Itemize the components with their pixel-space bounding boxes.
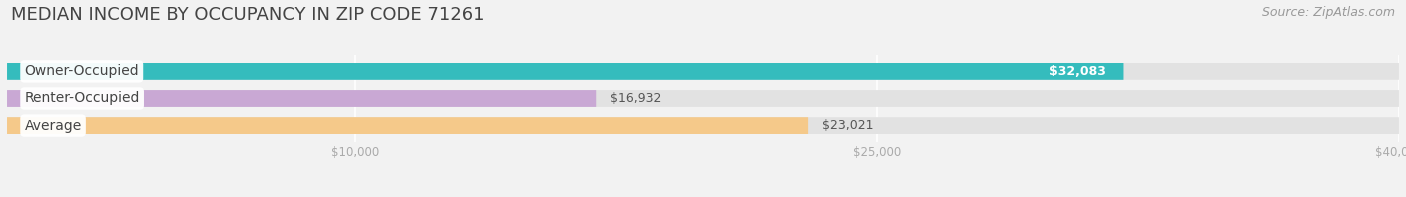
Text: Owner-Occupied: Owner-Occupied [24, 64, 139, 78]
Text: MEDIAN INCOME BY OCCUPANCY IN ZIP CODE 71261: MEDIAN INCOME BY OCCUPANCY IN ZIP CODE 7… [11, 6, 485, 24]
Text: $16,932: $16,932 [610, 92, 662, 105]
FancyBboxPatch shape [7, 90, 596, 107]
FancyBboxPatch shape [7, 90, 1399, 107]
Text: $23,021: $23,021 [823, 119, 873, 132]
Text: Average: Average [24, 119, 82, 133]
FancyBboxPatch shape [7, 63, 1123, 80]
Text: $32,083: $32,083 [1049, 65, 1107, 78]
Text: Renter-Occupied: Renter-Occupied [24, 91, 139, 106]
FancyBboxPatch shape [7, 63, 1399, 80]
FancyBboxPatch shape [7, 117, 1399, 134]
Text: Source: ZipAtlas.com: Source: ZipAtlas.com [1261, 6, 1395, 19]
FancyBboxPatch shape [7, 117, 808, 134]
